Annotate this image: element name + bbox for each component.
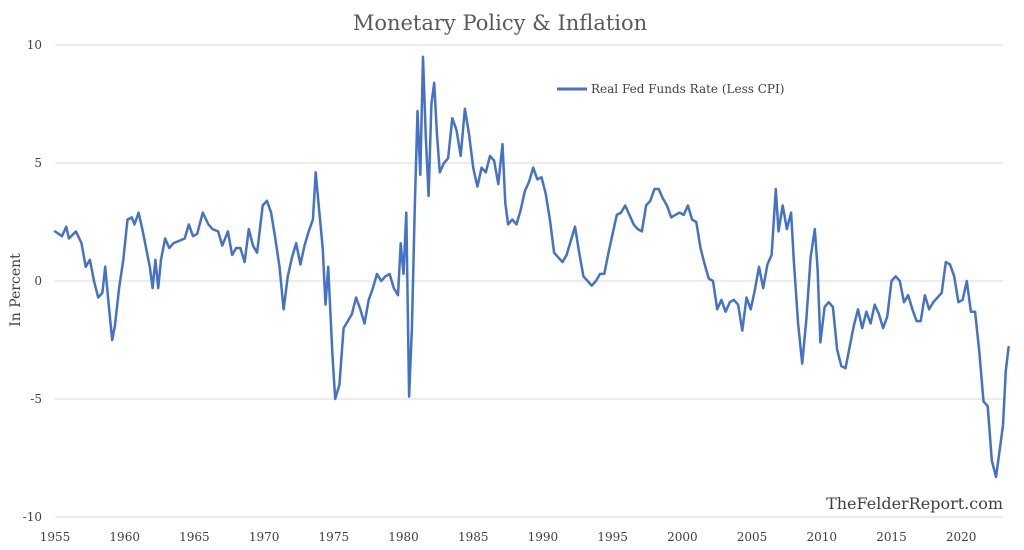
legend: Real Fed Funds Rate (Less CPI) — [557, 82, 784, 96]
y-tick-label: -5 — [30, 392, 42, 406]
chart-title: Monetary Policy & Inflation — [353, 11, 647, 35]
x-tick-label: 1960 — [109, 530, 140, 544]
x-tick-label: 1970 — [249, 530, 280, 544]
x-tick-label: 1965 — [179, 530, 210, 544]
gridlines — [55, 44, 1003, 518]
y-axis-label: In Percent — [8, 253, 24, 327]
x-tick-label: 1995 — [597, 530, 628, 544]
x-tick-label: 2005 — [737, 530, 768, 544]
x-tick-label: 1975 — [319, 530, 350, 544]
x-tick-label: 1980 — [388, 530, 419, 544]
x-tick-label: 2020 — [946, 530, 977, 544]
y-tick-label: 0 — [34, 274, 42, 288]
x-tick-label: 2015 — [876, 530, 907, 544]
series-line-0 — [53, 55, 1010, 479]
legend-label: Real Fed Funds Rate (Less CPI) — [591, 82, 784, 96]
series-group — [53, 55, 1010, 479]
y-tick-label: 10 — [27, 38, 42, 52]
x-tick-label: 2010 — [806, 530, 837, 544]
x-tick-label: 1990 — [528, 530, 559, 544]
x-axis-ticks: 1955 1960 1965 1970 1975 1980 1985 1990 1995 2000… — [40, 530, 977, 544]
y-tick-label: -10 — [23, 510, 42, 524]
y-tick-label: 5 — [34, 156, 42, 170]
x-tick-label: 2000 — [667, 530, 698, 544]
watermark: TheFelderReport.com — [826, 494, 1003, 513]
x-tick-label: 1985 — [458, 530, 489, 544]
x-tick-label: 1955 — [40, 530, 71, 544]
y-axis-ticks: 10 5 0 -5 -10 — [23, 38, 42, 524]
